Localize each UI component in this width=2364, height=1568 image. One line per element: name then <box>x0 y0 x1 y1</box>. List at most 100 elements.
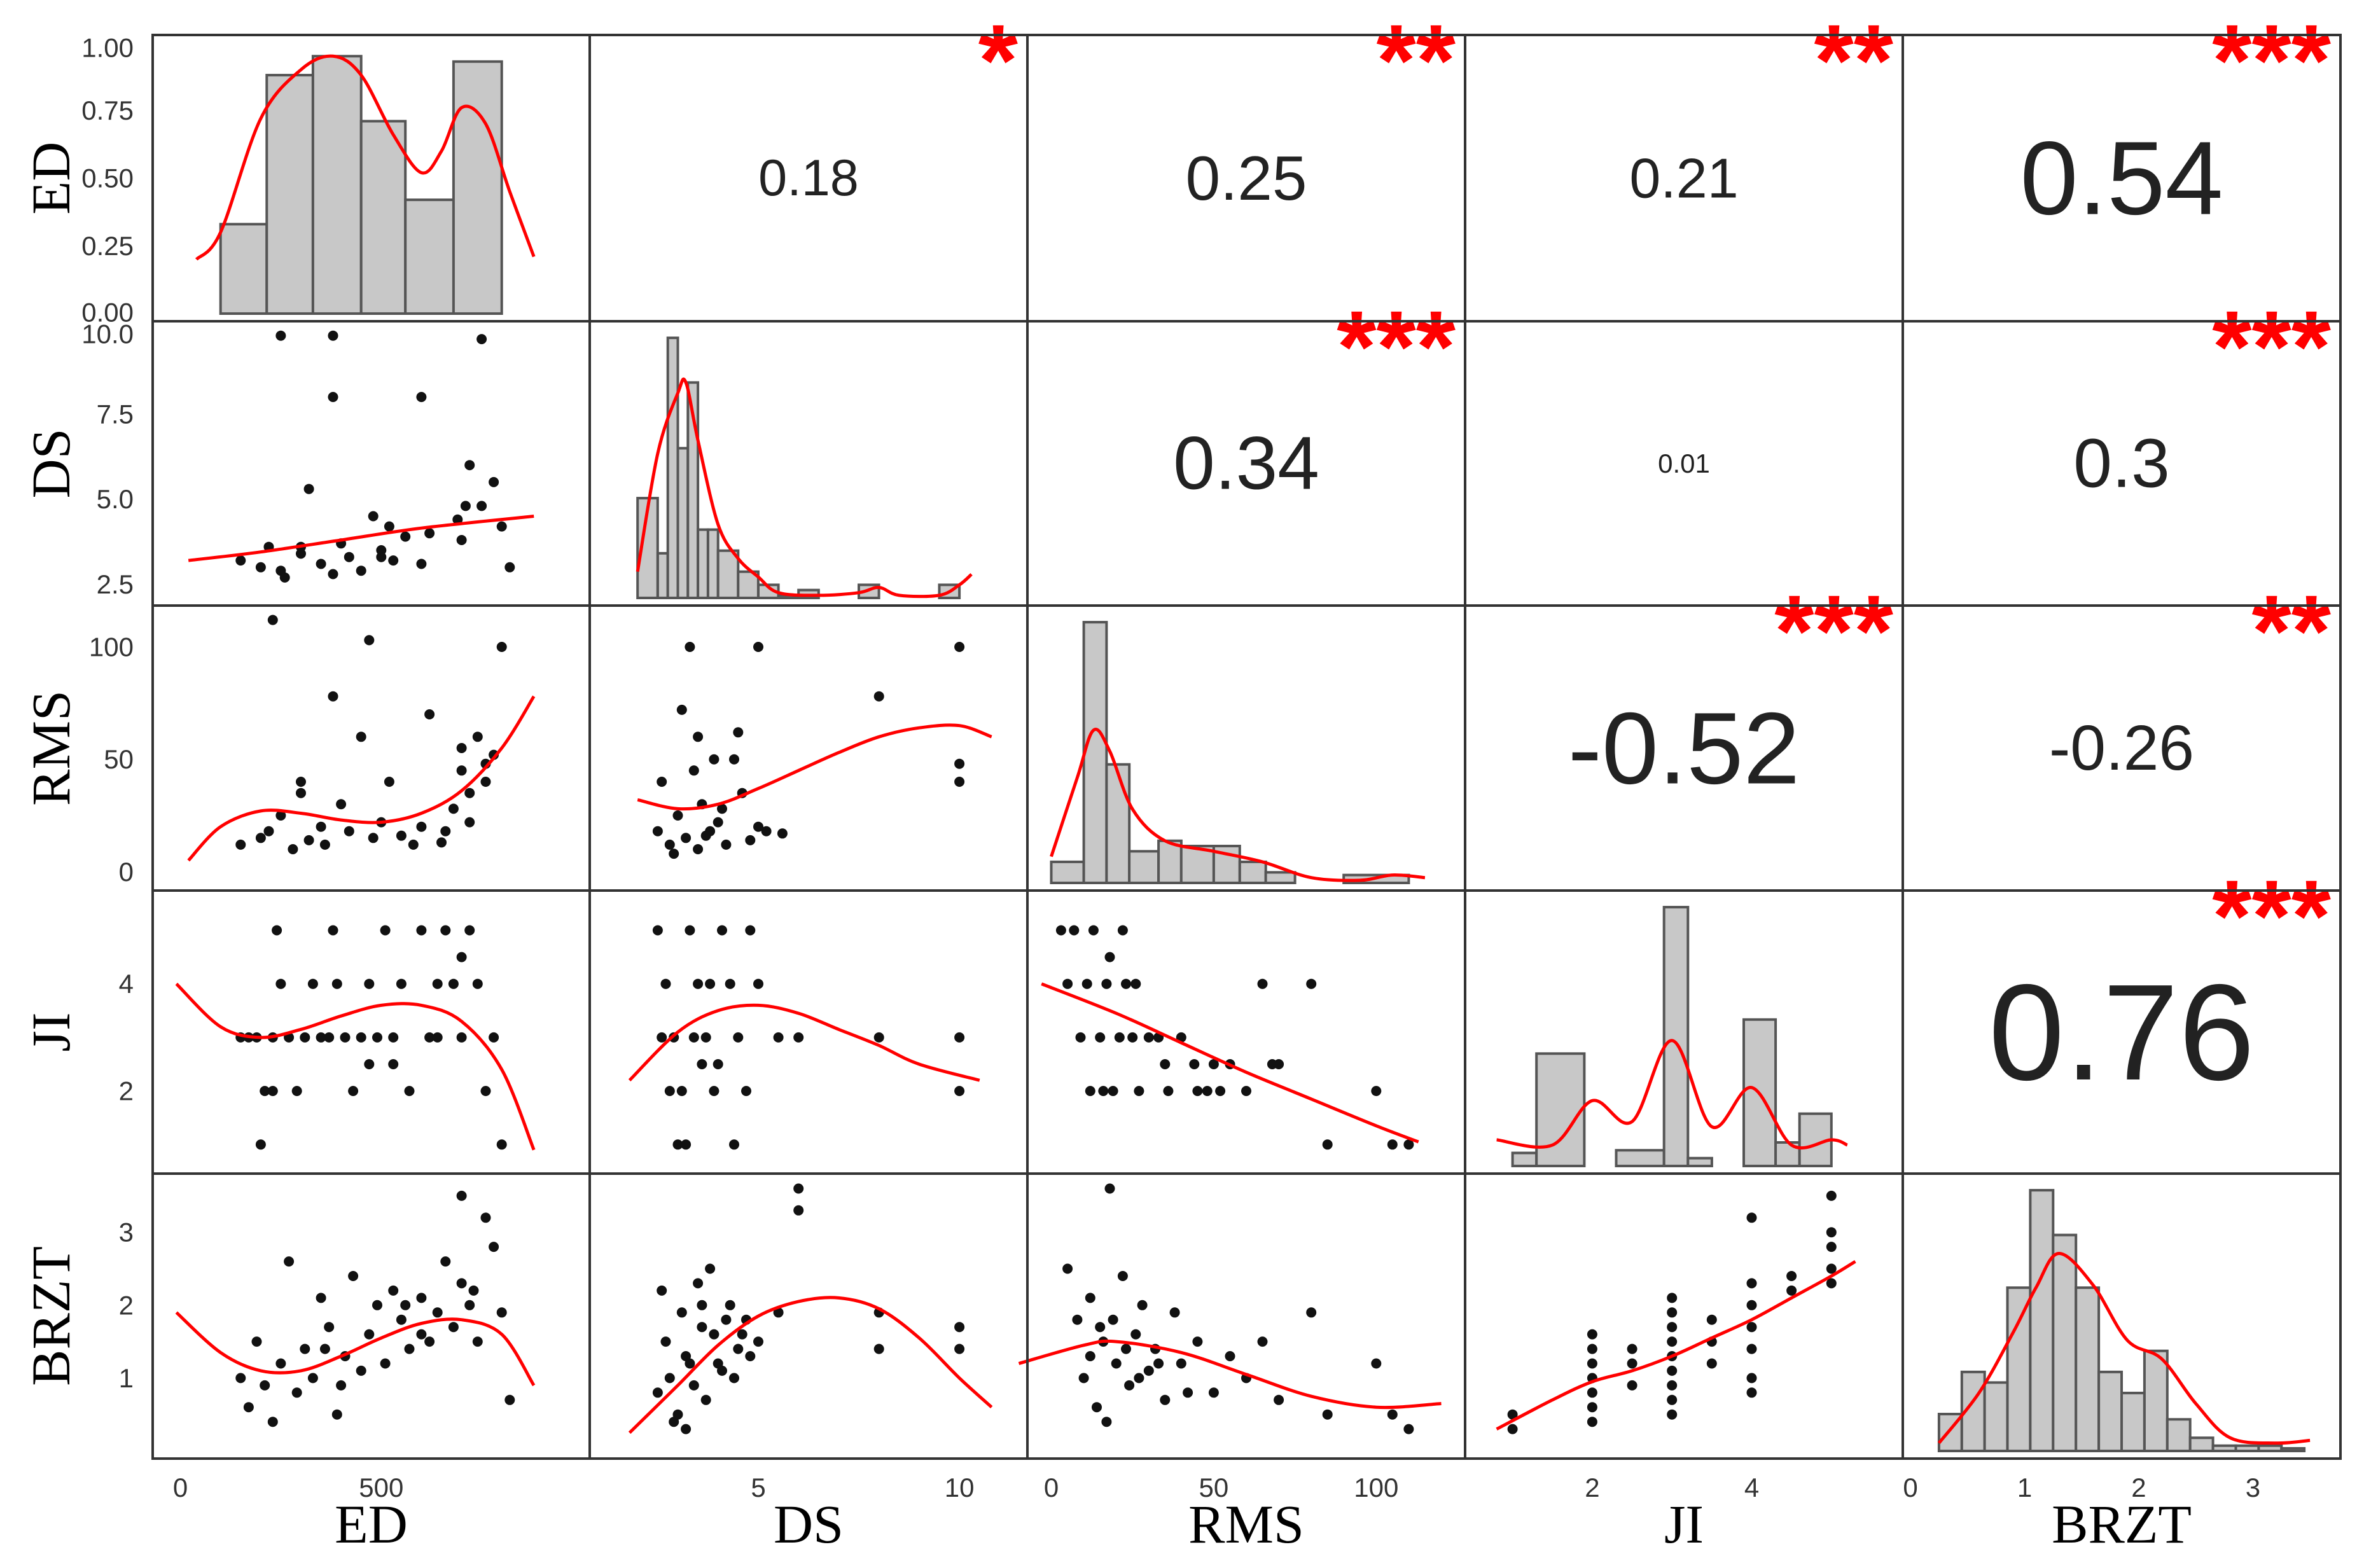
scatter-point <box>657 1032 667 1043</box>
scatter-point <box>260 1086 270 1097</box>
x-tick-label: 5 <box>751 1473 765 1502</box>
scatter-point <box>376 552 387 562</box>
correlation-value: 0.54 <box>2020 120 2223 237</box>
scatter-point <box>1371 1086 1382 1097</box>
scatter-point <box>460 501 471 511</box>
scatter-point <box>1746 1373 1757 1384</box>
density-curve <box>1937 1252 2311 1445</box>
scatter-point <box>396 978 407 989</box>
histogram-bar <box>2029 1189 2055 1452</box>
scatter-point <box>1627 1380 1637 1391</box>
y-tick-label: 0.00 <box>81 298 134 328</box>
scatter-point <box>384 521 394 532</box>
histogram-bar <box>2257 1444 2283 1452</box>
scatter-point <box>1403 1424 1414 1434</box>
scatter-point <box>681 1424 692 1434</box>
scatter-point <box>328 925 338 936</box>
scatter-point <box>1322 1409 1333 1420</box>
scatter-point <box>291 1387 302 1398</box>
scatter-point <box>737 1329 747 1340</box>
scatter-point <box>1387 1409 1398 1420</box>
density-curve <box>195 54 536 261</box>
scatter-point <box>275 810 286 821</box>
scatter-point <box>725 1300 735 1310</box>
scatter-point <box>1746 1387 1757 1398</box>
scatter-point <box>251 1336 262 1347</box>
scatter-point <box>1746 1343 1757 1354</box>
histogram-bar <box>2006 1286 2032 1453</box>
scatter-point <box>464 925 475 936</box>
histogram-bar <box>656 552 669 599</box>
scatter-point <box>1134 1086 1144 1097</box>
scatter-point <box>1072 1314 1083 1325</box>
scatter-point <box>272 925 282 936</box>
scatter-point <box>1706 1314 1717 1325</box>
scatter-ji-vs-ds <box>628 925 980 1150</box>
scatter-point <box>476 334 487 345</box>
scatter-point <box>464 1300 475 1310</box>
histogram-bar <box>2188 1436 2215 1453</box>
histogram-bar <box>686 381 700 599</box>
scatter-point <box>255 833 266 843</box>
scatter-point <box>416 1329 427 1340</box>
smooth-fit-line <box>628 1003 980 1082</box>
scatter-point <box>456 952 467 962</box>
scatter-point <box>700 830 711 841</box>
histogram-brzt <box>1937 1189 2311 1453</box>
scatter-point <box>793 1205 804 1216</box>
scatter-point <box>436 837 447 848</box>
scatter-point <box>1257 1336 1268 1347</box>
scatter-brzt-vs-ds <box>628 1183 993 1434</box>
scatter-point <box>416 925 427 936</box>
scatter-point <box>243 1402 254 1413</box>
scatter-point <box>440 1256 451 1267</box>
scatter-point <box>416 392 427 403</box>
scatter-point <box>1062 978 1073 989</box>
scatter-point <box>693 844 704 854</box>
x-variable-label: DS <box>774 1494 844 1555</box>
scatter-point <box>476 501 487 511</box>
scatter-ds-vs-ed <box>188 330 534 583</box>
histogram-bar <box>1238 860 1267 885</box>
matrix-border <box>151 34 2342 1460</box>
scatter-point <box>709 1329 720 1340</box>
histogram-bar <box>1662 906 1690 1167</box>
scatter-point <box>275 330 286 341</box>
scatter-point <box>773 1032 784 1043</box>
scatter-point <box>356 1032 366 1043</box>
y-variable-label: RMS <box>20 690 81 806</box>
histogram-ji <box>1496 906 1848 1168</box>
significance-stars: *** <box>2212 289 2332 403</box>
scatter-point <box>348 1086 359 1097</box>
scatter-point <box>954 758 965 769</box>
scatter-point <box>664 1086 675 1097</box>
y-variable-label: DS <box>20 429 81 499</box>
histogram-bar <box>2120 1391 2146 1452</box>
scatter-point <box>267 1086 278 1097</box>
scatter-point <box>396 830 407 841</box>
scatter-point <box>496 1307 507 1318</box>
scatter-point <box>1667 1380 1678 1391</box>
scatter-point <box>954 1322 965 1333</box>
y-tick-label: 2 <box>119 1076 134 1106</box>
scatter-point <box>480 777 491 787</box>
scatter-point <box>468 1285 479 1296</box>
y-tick-label: 4 <box>119 969 134 999</box>
x-variable-label: ED <box>335 1494 408 1555</box>
scatter-point <box>432 1307 443 1318</box>
scatter-point <box>685 642 695 652</box>
scatter-point <box>1081 978 1092 989</box>
histogram-bar <box>1050 860 1085 885</box>
scatter-point <box>1104 1183 1115 1194</box>
scatter-point <box>275 1358 286 1369</box>
y-tick-label: 1 <box>119 1363 134 1393</box>
y-variable-label: ED <box>20 142 81 215</box>
scatter-point <box>697 1059 707 1069</box>
scatter-point <box>1176 1358 1186 1369</box>
scatter-point <box>1078 1373 1089 1384</box>
scatter-point <box>717 803 727 814</box>
smooth-fit-line <box>1018 1339 1442 1410</box>
scatter-point <box>729 1373 739 1384</box>
scatter-point <box>873 1032 884 1043</box>
scatter-point <box>793 1032 804 1043</box>
